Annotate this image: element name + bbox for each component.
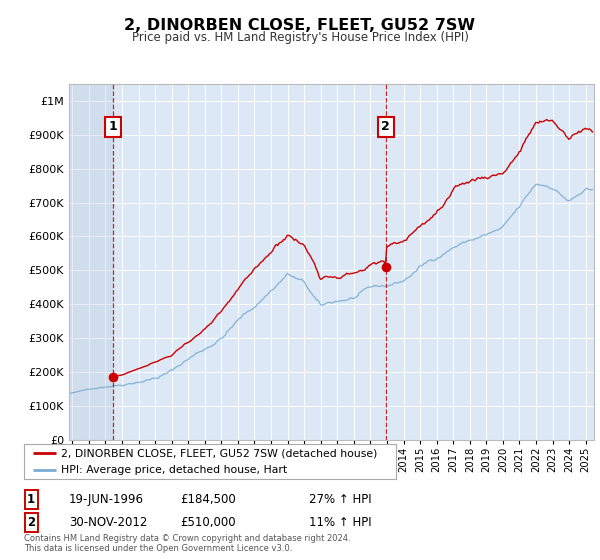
Text: This data is licensed under the Open Government Licence v3.0.: This data is licensed under the Open Gov…: [24, 544, 292, 553]
Text: £510,000: £510,000: [180, 516, 236, 529]
Text: 30-NOV-2012: 30-NOV-2012: [69, 516, 148, 529]
Text: £184,500: £184,500: [180, 493, 236, 506]
Text: 11% ↑ HPI: 11% ↑ HPI: [309, 516, 371, 529]
Text: Contains HM Land Registry data © Crown copyright and database right 2024.: Contains HM Land Registry data © Crown c…: [24, 534, 350, 543]
Text: 27% ↑ HPI: 27% ↑ HPI: [309, 493, 371, 506]
Text: 2, DINORBEN CLOSE, FLEET, GU52 7SW: 2, DINORBEN CLOSE, FLEET, GU52 7SW: [125, 18, 476, 33]
Text: 2: 2: [27, 516, 35, 529]
Text: HPI: Average price, detached house, Hart: HPI: Average price, detached house, Hart: [61, 465, 287, 475]
Bar: [69, 84, 113, 440]
Text: 1: 1: [109, 120, 118, 133]
Text: 19-JUN-1996: 19-JUN-1996: [69, 493, 144, 506]
Text: 2, DINORBEN CLOSE, FLEET, GU52 7SW (detached house): 2, DINORBEN CLOSE, FLEET, GU52 7SW (deta…: [61, 448, 377, 458]
Text: 2: 2: [381, 120, 390, 133]
Text: 1: 1: [27, 493, 35, 506]
Text: Price paid vs. HM Land Registry's House Price Index (HPI): Price paid vs. HM Land Registry's House …: [131, 31, 469, 44]
